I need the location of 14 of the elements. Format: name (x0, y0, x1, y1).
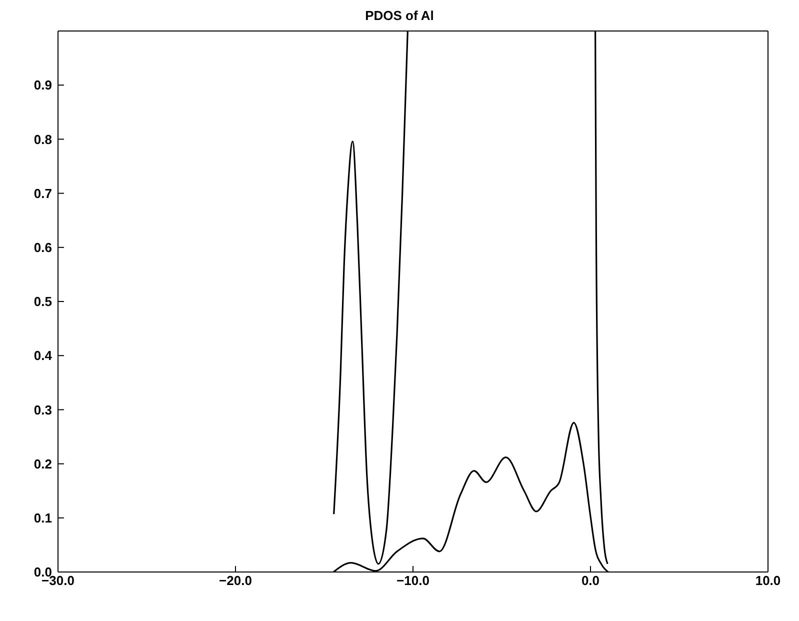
x-tick-label: 10.0 (755, 573, 781, 588)
x-tick-label: −20.0 (219, 573, 252, 588)
x-tick-label: 0.0 (581, 573, 600, 588)
y-tick-label: 0.5 (34, 294, 52, 310)
y-tick-label: 0.2 (34, 456, 52, 472)
chart-title: PDOS of Al (364, 8, 435, 25)
y-tick-label: 0.9 (34, 78, 52, 93)
y-tick-label: 0.1 (34, 510, 52, 526)
y-tick-label: 0.7 (34, 186, 52, 201)
y-tick-label: 0.4 (34, 348, 53, 364)
y-tick-label: 0.6 (34, 240, 52, 256)
x-tick-label: −10.0 (396, 573, 430, 588)
y-tick-label: 0.8 (34, 132, 52, 147)
y-tick-label: 0.3 (34, 402, 52, 418)
